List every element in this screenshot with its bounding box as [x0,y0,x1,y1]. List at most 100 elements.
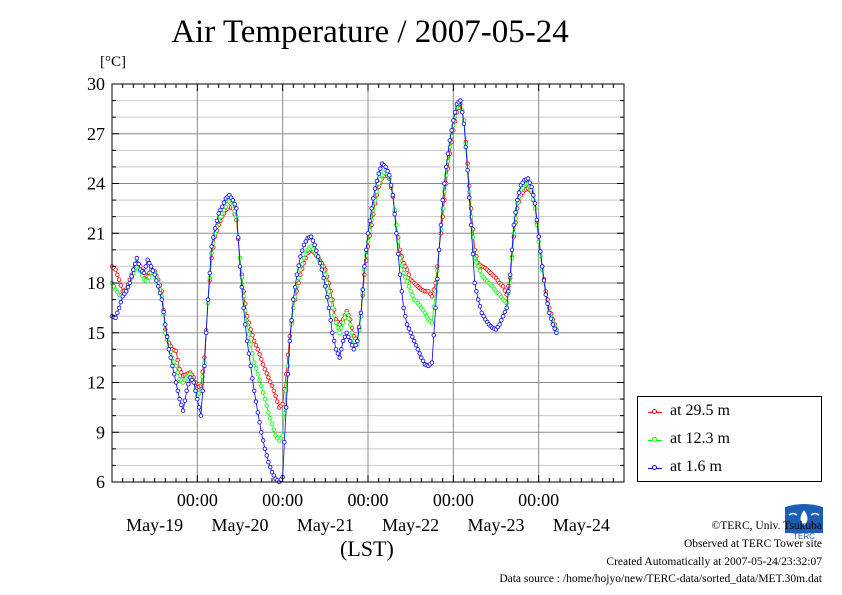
data-point [378,166,383,171]
data-point [271,427,276,432]
data-point [241,305,246,311]
data-point [406,284,412,289]
data-point [248,327,253,332]
data-point [344,330,349,335]
x-axis-title: (LST) [340,536,394,561]
data-point [419,355,424,360]
data-point [550,322,556,327]
data-point [173,363,179,369]
data-point [116,305,122,311]
data-point [499,318,504,323]
y-tick-label: 30 [87,74,105,94]
data-point [296,263,301,268]
data-point [179,370,184,375]
terc-logo-icon: TERC [783,503,825,541]
data-point [255,347,260,352]
data-point [269,383,275,388]
data-point [508,272,513,277]
data-point [445,151,451,156]
data-point [312,242,317,248]
data-point [408,330,413,335]
data-point [310,238,316,243]
data-point [291,305,296,311]
axis-ticks [112,83,624,483]
data-point [436,247,442,252]
data-point [369,206,374,211]
data-point [282,440,287,445]
data-point [502,309,508,315]
data-point [234,214,239,219]
data-point [532,206,538,211]
data-point [348,322,353,327]
data-point [177,396,182,402]
data-point [289,318,294,323]
data-point [328,318,333,323]
data-point [358,310,364,316]
data-point [444,164,449,170]
data-point [284,405,289,410]
data-point [147,275,152,280]
data-point [429,320,435,325]
data-point [467,195,472,200]
data-point [294,272,300,277]
data-point [177,367,182,372]
data-point [163,322,168,327]
data-point [404,279,410,284]
data-point [262,446,268,451]
data-point [316,254,321,259]
data-point [170,363,175,369]
data-point [468,214,474,219]
data-point [184,388,189,393]
data-point [209,244,214,249]
data-point [314,248,319,253]
data-point [147,260,152,266]
data-point [257,377,262,383]
data-point [127,280,132,286]
y-tick-label: 18 [87,273,105,293]
data-point [435,268,440,273]
data-point [330,305,335,311]
data-point [401,305,406,311]
data-point [534,217,540,223]
data-point [219,204,225,209]
data-point [392,211,397,217]
data-point [364,247,369,252]
data-point [326,289,332,294]
data-point [353,343,358,348]
data-point [219,211,225,216]
data-point [371,196,376,201]
data-point [410,334,415,340]
copyright-text: ©TERC, Univ. Tsukuba [711,520,822,532]
data-point [141,270,147,276]
data-point [266,459,271,465]
data-point [291,297,296,302]
data-point [319,267,324,272]
data-point [328,297,333,302]
data-point [324,294,330,300]
data-point [440,206,445,211]
data-point [415,347,420,352]
observed-text: Observed at TERC Tower site [683,538,822,550]
data-point [292,284,298,290]
data-point [132,261,138,267]
data-point [545,301,550,306]
data-point [413,343,419,348]
data-point [257,352,262,357]
data-point [344,310,349,316]
data-point [251,388,257,393]
data-point [262,396,268,402]
data-point [408,289,413,294]
data-point [540,264,545,269]
data-point [237,264,243,269]
data-point [390,192,396,198]
data-point [255,410,260,415]
data-point [513,210,518,215]
data-point [378,177,383,182]
data-point [218,214,223,219]
data-point [143,264,148,269]
data-point [251,360,257,365]
data-point [397,272,403,277]
data-point [468,222,474,228]
data-point [285,372,291,377]
data-point [536,234,541,239]
